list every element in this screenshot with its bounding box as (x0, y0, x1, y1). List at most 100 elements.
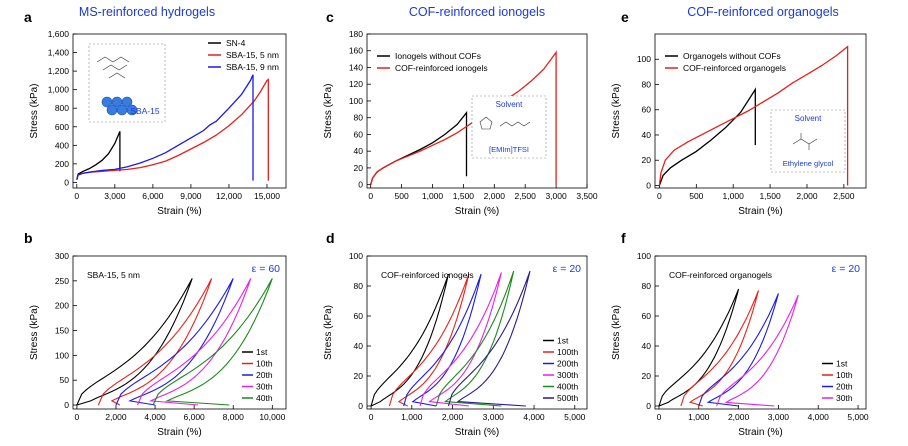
legend-label: COF-reinforced ionogels (395, 63, 488, 73)
y-tick-label: 100 (637, 54, 651, 64)
y-tick-label: 180 (349, 29, 363, 39)
x-axis-label: Strain (%) (157, 206, 201, 217)
y-tick-label: 40 (642, 130, 652, 140)
x-tick-label: 0 (657, 191, 662, 201)
y-tick-label: 600 (55, 122, 69, 132)
series-line (658, 45, 849, 186)
strain-annotation: ε = 60 (252, 263, 280, 275)
cycle-loop (447, 270, 531, 407)
x-tick-label: 2,000 (484, 191, 506, 201)
chart-a: 0 3,000 6,000 9,000 12,000 15,000 0 200 400 600 80… (24, 9, 287, 217)
y-tick-label: 80 (354, 281, 364, 291)
panel-header: MS-reinforced hydrogels (79, 5, 215, 19)
x-tick-label: 4,000 (523, 412, 545, 422)
x-tick-label: 1,500 (453, 191, 475, 201)
y-tick-label: 200 (55, 301, 69, 311)
cycle-loop (698, 293, 779, 407)
legend-label: 1st (836, 359, 848, 369)
y-tick-label: 0 (358, 401, 363, 411)
x-tick-label: 1,500 (759, 191, 781, 201)
y-tick-label: 80 (354, 113, 364, 123)
y-tick-label: 0 (646, 180, 651, 190)
y-axis-label: Stress (kPa) (29, 305, 40, 360)
legend-label: 30th (836, 393, 853, 403)
y-tick-label: 1,600 (48, 29, 70, 39)
chart-e: 0 500 1,000 1,500 2,000 2,500 0 20 40 60 80 100 Stra… (611, 9, 867, 217)
cycle-loop (435, 270, 515, 407)
x-tick-label: 3,000 (768, 412, 790, 422)
series-line (658, 87, 756, 186)
x-tick-label: 6,000 (142, 191, 164, 201)
x-tick-label: 1,000 (723, 191, 745, 201)
x-tick-label: 0 (74, 191, 79, 201)
chart-subtitle: COF-reinforced ionogels (381, 270, 474, 280)
plot-frame (366, 255, 588, 410)
chart-d: 0 1,000 2,000 3,000 4,000 5,000 0 20 40 60 80 100 St… (323, 230, 588, 438)
legend-label: COF-reinforced organogels (683, 63, 786, 73)
x-tick-label: 0 (75, 412, 80, 422)
cycle-loop (680, 290, 760, 407)
y-tick-label: 80 (642, 79, 652, 89)
x-tick-label: 8,000 (223, 412, 245, 422)
panel-label: e (621, 9, 629, 25)
cycle-loop (115, 278, 234, 406)
y-tick-label: 80 (642, 281, 652, 291)
mesopore-cylinder-icon (116, 104, 128, 116)
x-tick-label: 3,000 (104, 191, 126, 201)
inset-box (471, 95, 547, 159)
x-tick-label: 2,000 (796, 191, 818, 201)
inset-label: Ethylene glycol (783, 159, 834, 168)
mesopore-cylinder-icon (106, 104, 118, 116)
y-tick-label: 100 (637, 251, 651, 261)
ionic-liquid-structure-icon (479, 116, 531, 130)
y-tick-label: 0 (646, 401, 651, 411)
x-tick-label: 500 (689, 191, 703, 201)
legend-label: 10th (256, 359, 273, 369)
y-tick-label: 40 (642, 341, 652, 351)
x-tick-label: 500 (395, 191, 409, 201)
y-tick-label: 20 (354, 371, 364, 381)
y-tick-label: 140 (349, 62, 363, 72)
legend-label: 30th (256, 382, 273, 392)
x-tick-label: 0 (368, 191, 373, 201)
y-tick-label: 100 (349, 96, 363, 106)
plot-frame (366, 33, 588, 189)
chart-f: 0 1,000 2,000 3,000 4,000 5,000 0 20 40 60 80 100 St… (611, 230, 869, 438)
x-tick-label: 1,000 (688, 412, 710, 422)
x-axis-label: Strain (%) (738, 206, 782, 217)
cycle-loop (97, 278, 213, 406)
chart-subtitle: COF-reinforced organogels (669, 270, 772, 280)
y-tick-label: 400 (55, 140, 69, 150)
y-tick-label: 60 (642, 105, 652, 115)
legend-label: 400th (557, 382, 579, 392)
x-axis-label: Strain (%) (157, 427, 201, 438)
inset-title: Solvent (795, 114, 822, 123)
y-tick-label: 160 (349, 46, 363, 56)
legend-label: 200th (557, 359, 579, 369)
x-tick-label: 5,000 (564, 412, 586, 422)
x-tick-label: 12,000 (216, 191, 242, 201)
y-tick-label: 250 (55, 276, 69, 286)
y-tick-label: 0 (64, 177, 69, 187)
y-tick-label: 60 (354, 311, 364, 321)
cycle-loop (76, 278, 193, 406)
x-tick-label: 9,000 (180, 191, 202, 201)
x-tick-label: 10,000 (259, 412, 285, 422)
legend-label: SBA-15, 5 nm (226, 50, 279, 60)
legend-label: Ionogels without COFs (395, 51, 481, 61)
x-tick-label: 2,000 (728, 412, 750, 422)
y-tick-label: 100 (55, 350, 69, 360)
y-tick-label: 1,200 (48, 66, 70, 76)
legend-label: 300th (557, 370, 579, 380)
x-axis-label: Strain (%) (455, 427, 499, 438)
x-tick-label: 2,000 (105, 412, 127, 422)
legend-label: 10th (836, 370, 853, 380)
y-axis-label: Stress (kPa) (29, 83, 40, 138)
strain-annotation: ε = 20 (832, 263, 860, 275)
plot-frame (72, 33, 287, 189)
plot-frame (654, 255, 867, 410)
panel-label: b (24, 230, 33, 246)
x-tick-label: 4,000 (808, 412, 830, 422)
legend-label: 500th (557, 393, 579, 403)
y-axis-label: Stress (kPa) (323, 305, 334, 360)
